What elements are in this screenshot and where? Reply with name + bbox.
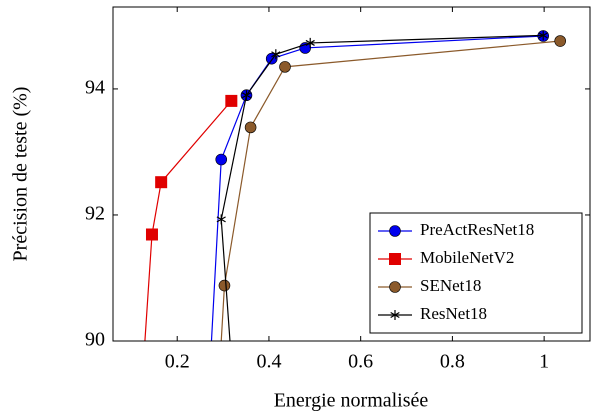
legend-label: PreActResNet18	[420, 220, 534, 239]
point	[145, 228, 158, 241]
x-tick-label: 1	[539, 351, 549, 373]
y-axis-label: Précision de teste (%)	[10, 87, 32, 262]
legend-box	[369, 212, 583, 334]
x-tick-label: 0.2	[165, 351, 190, 373]
point	[554, 35, 566, 47]
x-tick-label: 0.4	[256, 351, 281, 373]
point	[305, 37, 315, 48]
point	[216, 214, 226, 225]
legend-marker	[389, 253, 401, 265]
point	[225, 94, 238, 107]
y-tick-label: 90	[85, 329, 105, 351]
point	[538, 30, 548, 41]
point	[155, 176, 168, 189]
point	[241, 90, 252, 101]
series-line	[144, 100, 232, 341]
legend-marker	[389, 281, 401, 293]
x-axis-label: Energie normalisée	[274, 390, 429, 412]
point	[204, 367, 215, 378]
legend-label: SENet18	[420, 276, 481, 295]
legend-label: ResNet18	[420, 304, 487, 323]
point	[244, 121, 257, 134]
point	[214, 367, 225, 378]
point	[215, 153, 228, 166]
plot-frame	[112, 6, 591, 342]
legend-marker	[389, 225, 401, 237]
legend: PreActResNet18 MobileNetV2 SENet18 ResNet18	[369, 212, 583, 334]
x-tick-label: 0.8	[440, 351, 465, 373]
point	[218, 279, 231, 292]
point	[279, 61, 291, 73]
point	[271, 49, 281, 60]
y-tick-label: 94	[85, 77, 105, 99]
point	[137, 367, 148, 378]
point	[228, 368, 237, 378]
x-tick-label: 0.6	[348, 351, 373, 373]
legend-marker	[390, 310, 400, 320]
legend-label: MobileNetV2	[420, 248, 514, 267]
y-tick-label: 92	[85, 203, 105, 225]
series-line	[220, 34, 544, 341]
plot-area	[137, 30, 566, 378]
